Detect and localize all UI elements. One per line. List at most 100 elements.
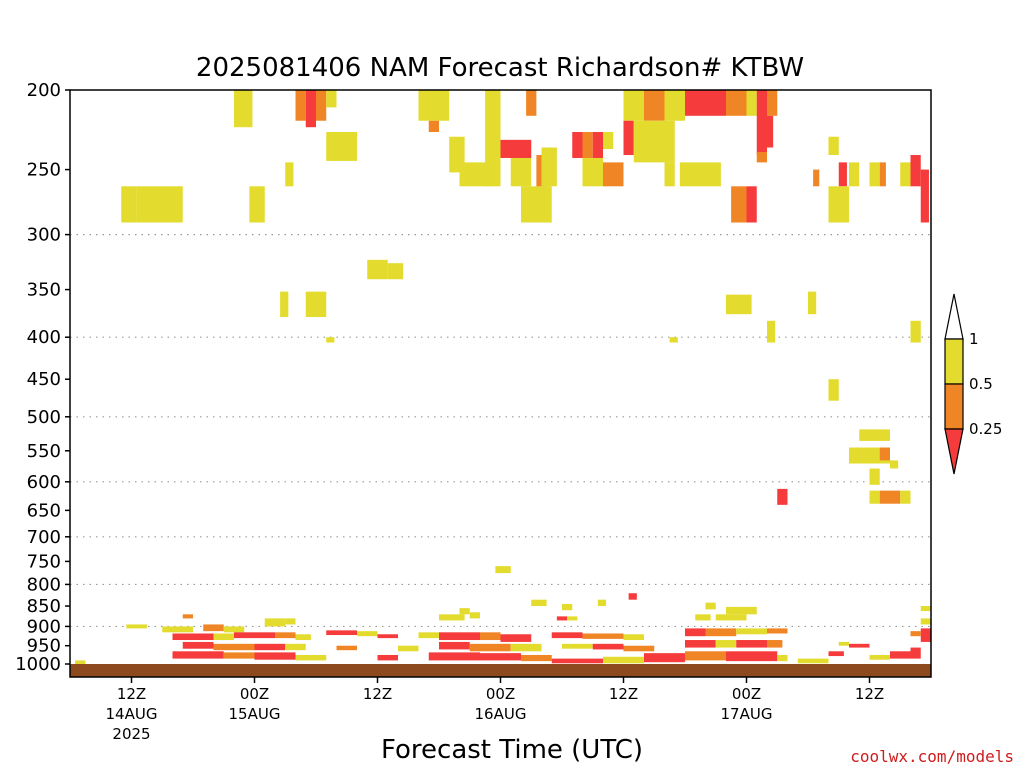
ri-cell: [828, 379, 839, 401]
y-tick-label: 700: [27, 527, 61, 548]
ri-cell: [316, 90, 327, 121]
ri-cell: [280, 291, 289, 318]
y-tick-label: 400: [27, 327, 61, 348]
colorbar-legend: 1 0.5 0.25: [944, 293, 1002, 475]
ri-cell: [879, 162, 886, 187]
data-cells: [75, 90, 931, 664]
y-tick-label: 850: [27, 596, 61, 617]
ri-cell: [767, 320, 776, 343]
ri-cell: [777, 654, 788, 662]
ri-cell: [510, 643, 542, 652]
ri-cell: [387, 263, 404, 280]
ri-cell: [439, 641, 470, 650]
ri-cell: [828, 186, 849, 223]
ri-cell: [623, 645, 655, 652]
ri-cell: [439, 614, 465, 621]
ri-cell: [439, 632, 480, 641]
ri-cell: [428, 652, 480, 661]
ri-cell: [367, 259, 388, 280]
x-tick-date: 14AUG: [106, 705, 158, 723]
legend-swatch: [944, 338, 964, 385]
ri-cell: [644, 90, 665, 121]
y-tick-label: 300: [27, 225, 61, 246]
ri-cell: [326, 132, 357, 161]
ri-cell: [900, 162, 911, 187]
ri-cell: [920, 618, 931, 625]
ri-cell: [249, 186, 265, 223]
ri-cell: [777, 488, 788, 505]
ri-cell: [685, 640, 716, 648]
ri-cell: [736, 640, 767, 648]
ri-cell: [285, 618, 296, 625]
ri-cell: [295, 634, 311, 641]
ri-cell: [295, 654, 327, 661]
ri-cell: [920, 169, 929, 223]
ri-cell: [705, 602, 716, 610]
ri-cell: [669, 337, 678, 343]
legend-swatch: [944, 383, 964, 430]
ri-cell: [223, 626, 245, 633]
ri-cell: [813, 169, 820, 187]
ri-cell: [459, 608, 470, 615]
ri-cell: [551, 658, 603, 664]
ri-cell: [628, 593, 637, 600]
x-tick-date: 16AUG: [475, 705, 527, 723]
ri-cell: [377, 634, 398, 639]
y-tick-label: 750: [27, 551, 61, 572]
ri-cell: [428, 120, 439, 133]
ri-cell: [213, 643, 255, 651]
x-tick-label: 12Z: [855, 685, 884, 703]
ri-cell: [910, 320, 921, 343]
x-tick-label: 00Z: [486, 685, 515, 703]
y-tick-label: 250: [27, 160, 61, 181]
ri-cell: [469, 612, 480, 619]
watermark-text: coolwx.com/models: [850, 747, 1014, 766]
y-tick-label: 800: [27, 574, 61, 595]
ri-cell: [767, 115, 774, 148]
ri-cell: [305, 291, 327, 318]
ri-cell: [603, 162, 624, 187]
ri-cell: [695, 614, 711, 621]
ri-cell: [162, 626, 193, 633]
y-tick-label: 350: [27, 280, 61, 301]
ri-cell: [731, 186, 747, 223]
ri-cell: [756, 152, 767, 163]
ri-cell: [797, 658, 829, 664]
ri-cell: [879, 490, 901, 504]
legend-label: 1: [969, 330, 979, 348]
ri-cell: [603, 132, 614, 150]
y-tick-label: 900: [27, 616, 61, 637]
ri-cell: [495, 566, 511, 574]
ri-cell: [685, 90, 726, 116]
ri-cell: [633, 120, 675, 163]
ri-cell: [582, 633, 624, 639]
ri-cell: [828, 136, 839, 156]
ri-cell: [582, 157, 603, 187]
ri-cell: [480, 653, 521, 661]
ri-cell: [715, 640, 737, 648]
y-tick-label: 1000: [15, 654, 61, 675]
ri-cell: [664, 162, 675, 187]
ri-cell: [900, 490, 911, 504]
ri-cell: [879, 447, 890, 461]
ri-cell: [275, 632, 296, 639]
ri-cell: [526, 90, 537, 116]
ri-cell: [126, 624, 147, 629]
ri-cell: [869, 654, 890, 660]
ri-cell: [556, 616, 568, 621]
ri-cell: [254, 652, 296, 660]
legend-under-triangle: [944, 428, 964, 475]
ri-cell: [305, 90, 316, 128]
ri-cell: [592, 132, 603, 163]
ri-cell: [234, 90, 253, 128]
ri-cell: [890, 651, 911, 659]
y-tick-label: 200: [27, 80, 61, 101]
ri-cell: [767, 640, 783, 648]
x-tick-label: 12Z: [117, 685, 146, 703]
ri-cell: [562, 603, 573, 611]
ri-cell: [562, 643, 593, 649]
x-tick-label: 12Z: [363, 685, 392, 703]
chart-title: 2025081406 NAM Forecast Richardson# KTBW: [196, 53, 804, 83]
ri-cell: [838, 641, 849, 646]
x-tick-label: 12Z: [609, 685, 638, 703]
